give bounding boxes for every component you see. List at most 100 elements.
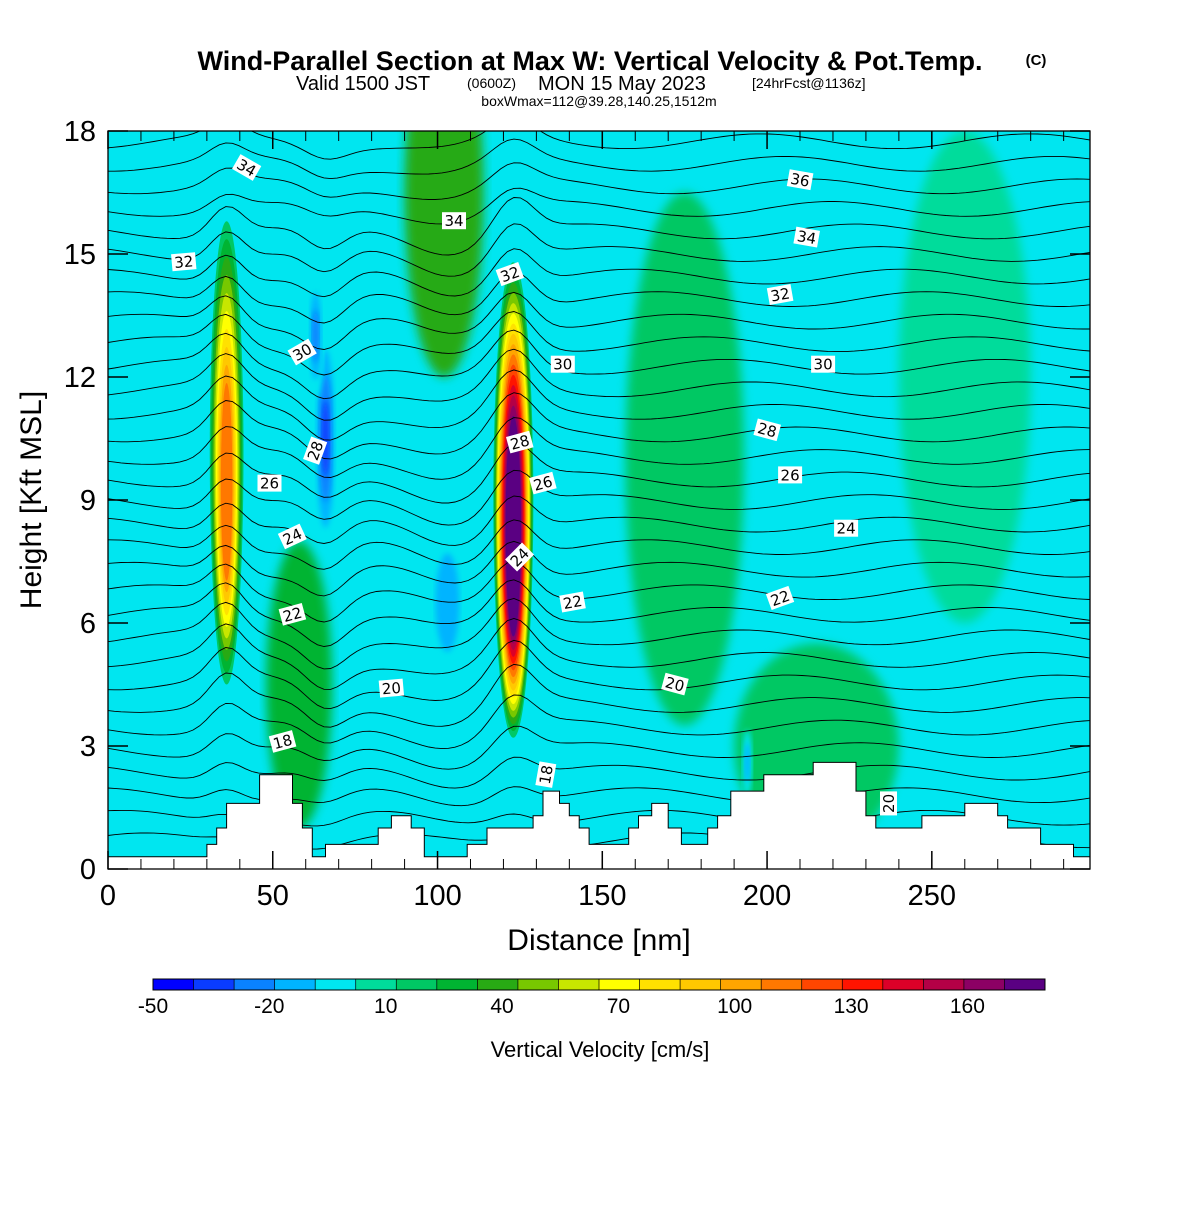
isentrope-label-text: 18 bbox=[536, 764, 557, 786]
colorbar-swatch bbox=[801, 979, 843, 990]
isentrope-label-text: 26 bbox=[531, 472, 554, 494]
colorbar-swatch bbox=[477, 979, 519, 990]
isentrope-line bbox=[108, 311, 1090, 376]
isentrope-label-bg bbox=[765, 585, 795, 611]
isentrope-line bbox=[108, 756, 1090, 789]
isentrope-label-text: 20 bbox=[880, 794, 898, 813]
isentrope-label: 36 bbox=[786, 169, 814, 191]
isentrope-line bbox=[108, 369, 1090, 441]
isentrope-label-bg bbox=[535, 761, 557, 788]
isentrope-label-bg bbox=[277, 523, 307, 550]
isentrope-label-bg bbox=[505, 542, 535, 572]
isentrope-label-text: 36 bbox=[789, 170, 811, 191]
colorbar-swatch bbox=[234, 979, 276, 990]
y-tick-label: 6 bbox=[80, 608, 96, 640]
isentrope-label: 24 bbox=[834, 519, 859, 538]
isentrope-label-text: 30 bbox=[553, 356, 572, 374]
y-axis-label: Height [Kft MSL] bbox=[15, 391, 48, 609]
colorbar-swatch bbox=[720, 979, 762, 990]
isentrope-label: 28 bbox=[753, 418, 782, 442]
isentrope-label-text: 32 bbox=[498, 263, 522, 286]
colorbar-tick-label: -20 bbox=[254, 995, 284, 1018]
isentrope-label: 20 bbox=[880, 791, 898, 816]
updraft-zone bbox=[625, 192, 744, 726]
valid-prefix: Valid 1500 JST bbox=[296, 73, 430, 95]
chart-title: Wind-Parallel Section at Max W: Vertical… bbox=[198, 46, 983, 76]
isentrope-label-bg bbox=[278, 603, 307, 626]
updraft-zone bbox=[404, 131, 484, 377]
isentrope-label-text: 28 bbox=[508, 431, 531, 453]
isentrope-line bbox=[108, 618, 1090, 690]
isentrope-label: 22 bbox=[278, 603, 307, 626]
isentrope-label-bg bbox=[287, 338, 317, 366]
isentrope-label-text: 24 bbox=[837, 520, 856, 538]
isentrope-label-text: 20 bbox=[381, 679, 402, 699]
isentrope-label-text: 22 bbox=[281, 604, 304, 626]
x-tick-label: 100 bbox=[413, 880, 461, 912]
isentrope-label-bg bbox=[495, 261, 525, 287]
colorbar-swatch bbox=[153, 979, 194, 990]
isentrope-label: 26 bbox=[778, 466, 803, 484]
isentrope-line bbox=[108, 248, 1090, 298]
isentrope-label-bg bbox=[786, 169, 814, 191]
x-tick-label: 250 bbox=[908, 880, 956, 912]
isentrope-label-text: 18 bbox=[271, 731, 294, 753]
isentrope-label-text: 26 bbox=[260, 475, 279, 493]
colorbar-swatch bbox=[842, 979, 884, 990]
downdraft-contour bbox=[1070, 643, 1090, 767]
colorbar-tick-label: 70 bbox=[607, 995, 630, 1018]
isentrope-label-text: 32 bbox=[174, 252, 195, 272]
x-axis: 0 50 100 150 200 250 bbox=[100, 131, 1065, 912]
downdraft-cell bbox=[1070, 643, 1090, 767]
valid-date: MON 15 May 2023 bbox=[538, 73, 706, 95]
x-tick-label: 200 bbox=[743, 880, 791, 912]
isentrope-label-bg bbox=[753, 418, 782, 442]
downdraft-cell bbox=[307, 274, 324, 398]
x-tick-label: 50 bbox=[257, 880, 289, 912]
isentrope-label: 32 bbox=[495, 261, 525, 287]
isentrope-label-text: 28 bbox=[756, 419, 779, 441]
colorbar-swatch bbox=[761, 979, 803, 990]
isentrope-label-text: 34 bbox=[796, 227, 818, 248]
x-tick-label: 0 bbox=[100, 880, 116, 912]
isentrope-label-text: 30 bbox=[814, 356, 833, 374]
isentrope-label: 26 bbox=[257, 474, 282, 493]
y-tick-label: 12 bbox=[64, 362, 96, 394]
copyright-mark: (C) bbox=[1026, 52, 1047, 69]
updraft-column bbox=[493, 262, 534, 738]
terrain bbox=[108, 761, 1090, 869]
isentrope-label-text: 28 bbox=[304, 439, 327, 463]
colorbar-tick-label: -50 bbox=[138, 995, 168, 1018]
isentrope-label-text: 34 bbox=[444, 212, 463, 230]
colorbar-swatch bbox=[1004, 979, 1046, 990]
isentrope-label: 18 bbox=[268, 730, 297, 753]
isentrope-label-text: 32 bbox=[769, 284, 791, 305]
y-tick-label: 18 bbox=[64, 116, 96, 148]
isentrope-label: 18 bbox=[535, 761, 557, 788]
isentrope-line bbox=[108, 162, 1090, 200]
colorbar-swatch bbox=[923, 979, 965, 990]
colorbar-swatch bbox=[963, 979, 1005, 990]
colorbar-title: Vertical Velocity [cm/s] bbox=[491, 1037, 710, 1062]
isentrope-label: 20 bbox=[378, 678, 405, 699]
colorbar-swatch bbox=[680, 979, 722, 990]
isentrope-line bbox=[108, 197, 1090, 256]
isentrope-label-bg bbox=[793, 226, 820, 248]
isentrope-label-bg bbox=[834, 519, 859, 537]
isentrope-line bbox=[108, 519, 1090, 570]
isentrope-label-bg bbox=[778, 466, 803, 484]
isentrope-label-bg bbox=[171, 252, 197, 272]
isentrope-line bbox=[108, 417, 1090, 480]
isentrope-label: 28 bbox=[505, 430, 534, 454]
isentrope-label: 30 bbox=[550, 355, 575, 374]
isentrope-label: 34 bbox=[793, 226, 820, 248]
box-info: boxWmax=112@39.28,140.25,1512m bbox=[481, 93, 716, 109]
forecast-tag: [24hrFcst@1136z] bbox=[752, 75, 866, 91]
downdraft-contour bbox=[321, 400, 330, 477]
isentrope-line bbox=[108, 329, 1090, 400]
isentrope-line bbox=[108, 223, 1090, 277]
colorbar-swatch bbox=[193, 979, 235, 990]
colorbar-swatch bbox=[558, 979, 600, 990]
